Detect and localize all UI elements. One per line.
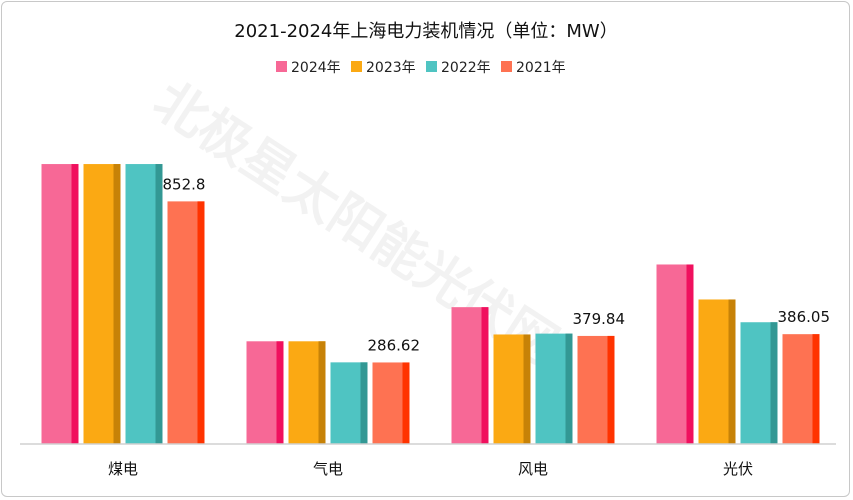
data-label-1: 286.62 <box>368 336 421 354</box>
bar-3-2 <box>740 322 778 444</box>
data-label-3: 386.05 <box>778 308 831 326</box>
legend-swatch-0 <box>276 61 287 72</box>
data-label-2: 379.84 <box>573 310 626 328</box>
bar-0-1 <box>83 164 121 445</box>
bar-2-3 <box>577 335 615 444</box>
bar-1-3 <box>372 362 410 444</box>
legend: 2024年 2023年 2022年 2021年 <box>276 60 566 76</box>
bar-0-2 <box>125 164 163 445</box>
legend-swatch-3 <box>501 61 512 72</box>
legend-swatch-1 <box>351 61 362 72</box>
legend-swatch-2 <box>426 61 437 72</box>
bar-2-0 <box>451 307 489 444</box>
bar-3-1 <box>698 299 736 444</box>
data-label-0: 852.8 <box>163 175 206 193</box>
bar-3-0 <box>656 264 694 444</box>
bar-0-0 <box>41 164 79 445</box>
bar-1-0 <box>246 341 284 444</box>
legend-label-2[interactable]: 2022年 <box>441 60 491 76</box>
x-axis-labels: 煤电 气电 风电 光伏 <box>108 460 753 478</box>
bars: 852.8 286.62 379.84 386.05 <box>41 164 831 445</box>
watermark: 北极星太阳能光伏网 <box>143 71 568 376</box>
x-tick-label-1: 气电 <box>313 460 343 478</box>
x-tick-label-0: 煤电 <box>108 460 138 478</box>
bar-2-2 <box>535 333 573 444</box>
bar-1-2 <box>330 362 368 444</box>
bar-3-3 <box>782 334 820 444</box>
chart-title: 2021-2024年上海电力装机情况（单位：MW） <box>234 21 617 42</box>
bar-0-3 <box>167 201 205 444</box>
bar-1-1 <box>288 341 326 444</box>
x-tick-label-3: 光伏 <box>723 460 753 478</box>
x-tick-label-2: 风电 <box>518 460 548 478</box>
legend-label-3[interactable]: 2021年 <box>516 60 566 76</box>
legend-label-0[interactable]: 2024年 <box>291 60 341 76</box>
legend-label-1[interactable]: 2023年 <box>366 60 416 76</box>
bar-2-1 <box>493 334 531 444</box>
